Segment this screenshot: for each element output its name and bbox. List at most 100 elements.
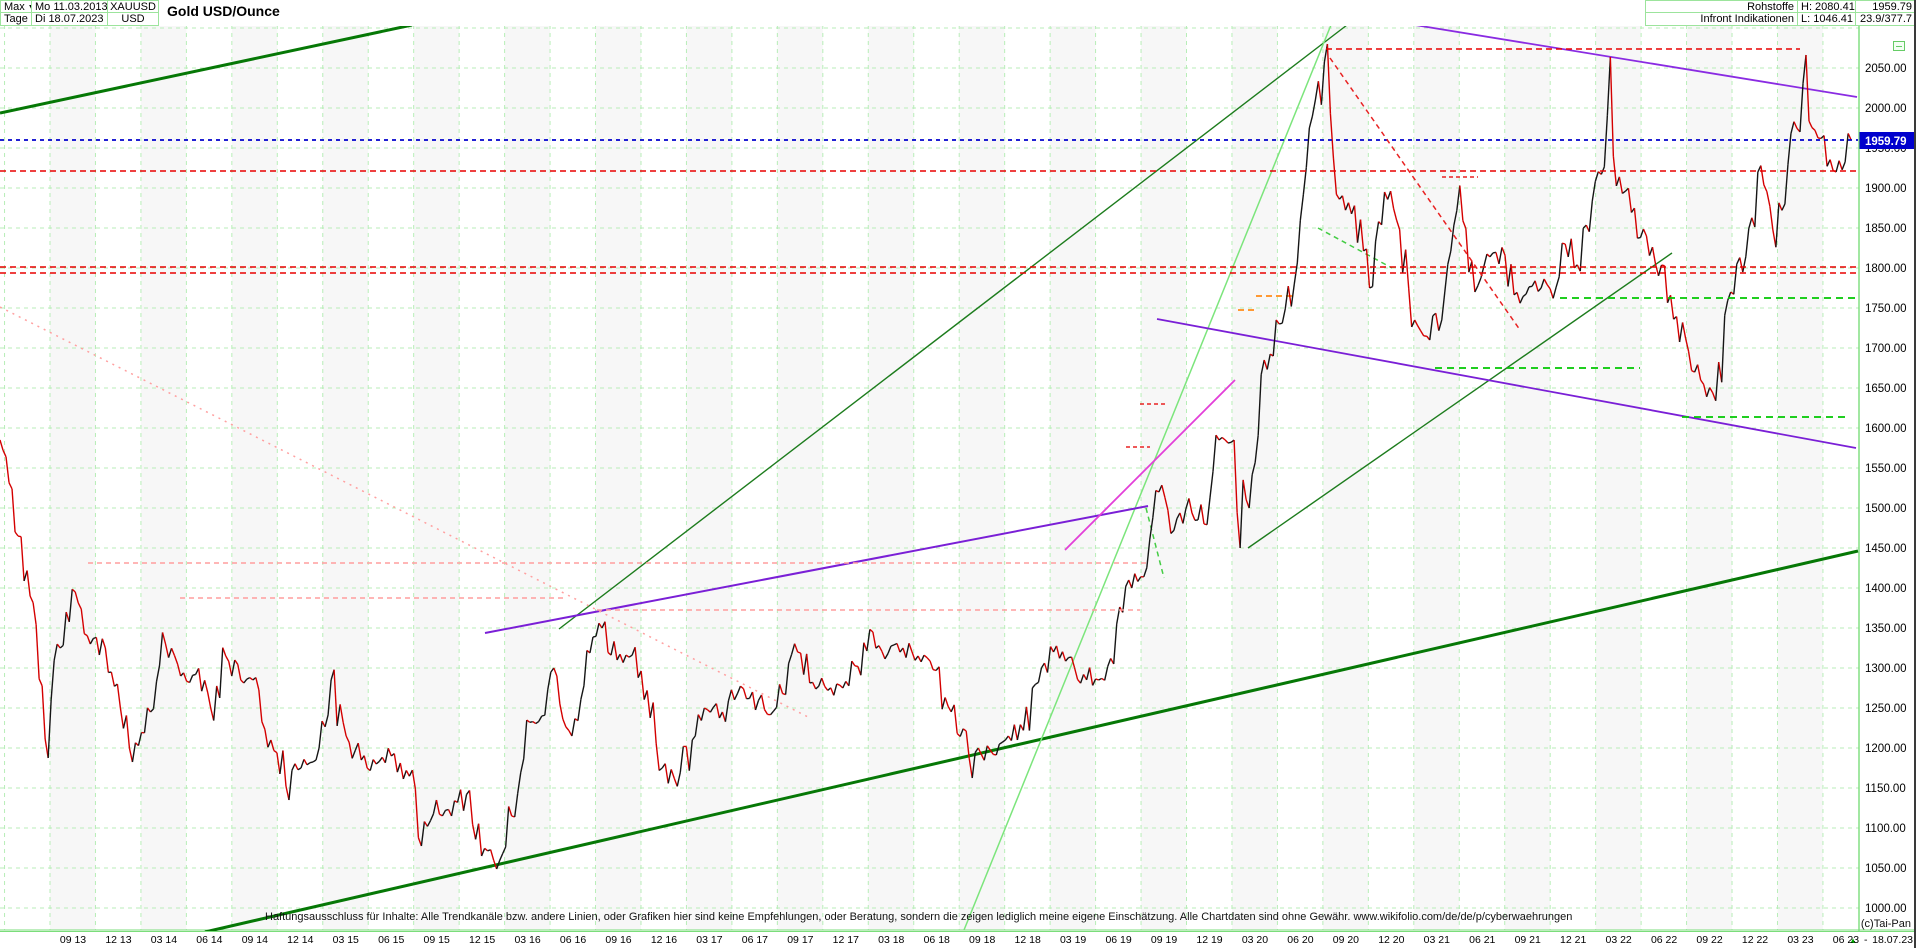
price-series xyxy=(1070,656,1076,669)
price-series xyxy=(303,759,308,766)
price-series xyxy=(38,678,43,687)
price-series xyxy=(462,794,468,811)
price-series xyxy=(146,707,152,713)
price-series xyxy=(914,655,919,661)
price-series xyxy=(685,746,690,771)
price-series xyxy=(1308,116,1314,129)
price-series xyxy=(1462,220,1467,229)
price-series xyxy=(285,785,290,801)
price-series xyxy=(101,638,107,649)
price-series xyxy=(1332,158,1338,195)
column-stripe xyxy=(1050,25,1096,930)
price-series xyxy=(610,641,615,656)
price-series xyxy=(188,675,194,683)
column-stripe xyxy=(322,25,369,930)
price-series xyxy=(938,666,943,710)
price-series xyxy=(1098,677,1102,681)
price-series xyxy=(1814,130,1819,139)
date-to[interactable]: Di 18.07.2023 xyxy=(31,12,108,26)
time-axis-label: 09 17 xyxy=(787,934,814,946)
price-series xyxy=(1209,471,1214,498)
price-series xyxy=(1279,322,1283,325)
time-axis[interactable]: ▲ - 18.07.23 09 13 12 13 03 14 06 14 09 14 12… xyxy=(0,931,1916,948)
price-series xyxy=(1489,252,1494,258)
time-axis-label: 03 19 xyxy=(1059,934,1087,946)
chevron-down-icon: ▼ xyxy=(28,4,31,11)
price-series xyxy=(1091,678,1097,686)
price-series xyxy=(1639,228,1645,238)
price-series xyxy=(1296,220,1302,263)
price-series xyxy=(1790,121,1795,134)
price-series xyxy=(86,635,91,645)
price-series xyxy=(812,682,817,690)
price-series xyxy=(1525,286,1530,295)
price-series xyxy=(1537,287,1542,292)
price-series xyxy=(592,635,597,638)
price-series xyxy=(327,679,332,716)
price-series xyxy=(1356,219,1362,243)
price-series xyxy=(704,707,708,711)
price-series xyxy=(1170,529,1175,534)
price-series xyxy=(532,721,537,725)
price-series xyxy=(393,753,399,773)
price-series xyxy=(902,647,907,658)
time-axis-label: 03 21 xyxy=(1423,934,1450,946)
price-series xyxy=(1149,517,1154,540)
collapse-icon[interactable] xyxy=(1893,41,1905,51)
price-axis-label: 1350.00 xyxy=(1865,623,1907,635)
price-series xyxy=(740,685,744,690)
price-series xyxy=(53,643,58,661)
price-series xyxy=(1227,441,1232,444)
price-series xyxy=(1103,666,1109,681)
price-series xyxy=(32,602,37,625)
price-series xyxy=(1678,322,1684,343)
price-series xyxy=(83,633,88,637)
trend-line xyxy=(1145,507,1165,579)
price-series xyxy=(977,747,982,755)
price-series xyxy=(300,759,305,769)
price-series xyxy=(715,703,721,719)
price-series xyxy=(47,699,52,759)
time-axis-label: 06 18 xyxy=(923,934,950,946)
price-series xyxy=(56,643,61,649)
price-series xyxy=(793,643,799,653)
price-series xyxy=(1251,462,1256,475)
price-series xyxy=(1417,325,1422,332)
trend-line xyxy=(1064,379,1236,551)
price-series xyxy=(1392,208,1398,221)
column-stripe xyxy=(50,25,96,930)
trend-line xyxy=(484,505,1149,634)
price-series xyxy=(167,648,173,658)
price-series xyxy=(228,661,233,677)
time-axis-label: 06 23 xyxy=(1832,934,1860,946)
price-series xyxy=(170,648,176,656)
price-series xyxy=(1763,184,1768,192)
price-series xyxy=(1341,195,1347,211)
price-series xyxy=(634,647,639,678)
price-series xyxy=(1326,43,1332,114)
price-series xyxy=(1510,264,1515,295)
price-series xyxy=(324,714,329,727)
price-series xyxy=(529,720,533,723)
price-series xyxy=(1353,205,1359,243)
price-series xyxy=(312,759,317,763)
price-series xyxy=(953,704,958,734)
price-series xyxy=(1778,202,1783,211)
time-axis-label: 12 20 xyxy=(1378,934,1405,946)
price-series xyxy=(1775,202,1780,248)
price-series xyxy=(1107,658,1112,667)
price-series xyxy=(1733,264,1738,295)
price-series xyxy=(688,739,693,771)
price-series xyxy=(523,719,528,759)
price-series xyxy=(1621,190,1626,195)
price-series xyxy=(797,651,801,654)
price-series xyxy=(830,687,835,696)
price-series xyxy=(0,439,4,451)
price-series xyxy=(842,681,847,689)
price-series xyxy=(351,750,356,759)
period-dropdown[interactable]: Tage▼ xyxy=(0,12,32,26)
price-series xyxy=(721,711,727,722)
price-series xyxy=(237,664,242,681)
price-series xyxy=(995,744,1000,756)
